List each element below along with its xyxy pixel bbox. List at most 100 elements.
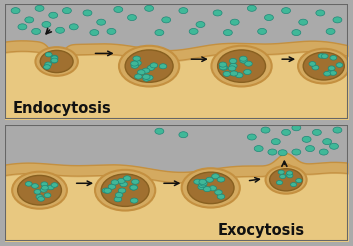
Circle shape (199, 179, 207, 184)
Circle shape (326, 29, 335, 34)
Circle shape (130, 198, 138, 203)
Circle shape (125, 50, 173, 82)
Circle shape (102, 188, 110, 193)
Circle shape (276, 181, 283, 185)
Circle shape (131, 63, 138, 68)
Circle shape (90, 30, 99, 36)
Circle shape (327, 70, 334, 75)
Circle shape (219, 62, 227, 67)
Circle shape (51, 56, 58, 61)
Circle shape (145, 75, 153, 80)
Circle shape (264, 15, 274, 21)
Circle shape (223, 30, 232, 36)
Circle shape (287, 174, 293, 178)
Circle shape (83, 10, 92, 16)
Circle shape (240, 58, 247, 63)
Circle shape (292, 149, 301, 155)
Circle shape (330, 56, 337, 60)
Circle shape (213, 10, 222, 16)
Circle shape (319, 149, 328, 155)
Circle shape (199, 183, 206, 188)
Circle shape (324, 71, 330, 76)
Circle shape (245, 61, 252, 66)
Circle shape (271, 139, 280, 145)
Circle shape (120, 182, 127, 187)
Circle shape (162, 17, 171, 23)
Circle shape (25, 182, 32, 186)
Circle shape (230, 71, 238, 76)
Circle shape (42, 185, 48, 190)
Circle shape (330, 71, 336, 75)
Circle shape (212, 174, 219, 179)
Circle shape (219, 65, 227, 70)
Circle shape (101, 174, 149, 206)
Circle shape (333, 17, 342, 23)
Circle shape (47, 185, 54, 190)
Circle shape (298, 49, 349, 83)
Circle shape (217, 177, 225, 182)
Text: Exocytosis: Exocytosis (217, 223, 305, 238)
Circle shape (62, 8, 71, 14)
Circle shape (147, 65, 155, 70)
Circle shape (229, 59, 237, 63)
Circle shape (296, 179, 302, 183)
Text: Endocytosis: Endocytosis (12, 101, 111, 116)
Circle shape (142, 68, 150, 73)
Circle shape (45, 52, 52, 57)
Circle shape (143, 74, 150, 79)
Circle shape (182, 168, 240, 208)
Circle shape (36, 195, 43, 199)
Circle shape (217, 50, 265, 82)
Circle shape (132, 179, 139, 184)
Circle shape (134, 61, 141, 65)
Circle shape (316, 10, 325, 16)
Circle shape (131, 61, 138, 66)
Circle shape (127, 15, 137, 21)
Circle shape (137, 70, 145, 75)
Circle shape (35, 47, 78, 76)
Circle shape (111, 180, 119, 185)
Circle shape (303, 52, 344, 80)
Circle shape (107, 29, 116, 34)
Circle shape (280, 174, 286, 179)
Circle shape (18, 175, 61, 205)
Circle shape (130, 185, 137, 190)
Circle shape (261, 127, 270, 133)
Circle shape (220, 65, 228, 70)
Circle shape (51, 55, 58, 60)
Circle shape (333, 127, 342, 133)
Circle shape (215, 190, 222, 195)
Circle shape (35, 5, 44, 11)
Circle shape (40, 188, 47, 192)
Circle shape (223, 71, 231, 77)
Circle shape (114, 6, 123, 13)
Circle shape (159, 64, 167, 69)
Circle shape (282, 129, 291, 135)
Circle shape (258, 29, 267, 34)
Circle shape (230, 19, 239, 25)
Circle shape (31, 184, 38, 188)
Circle shape (278, 150, 287, 156)
Circle shape (118, 188, 126, 193)
Circle shape (336, 63, 343, 67)
Circle shape (150, 63, 158, 68)
Circle shape (287, 171, 293, 175)
Circle shape (196, 21, 205, 28)
Circle shape (134, 74, 142, 79)
Circle shape (25, 17, 34, 23)
Circle shape (330, 143, 339, 149)
Circle shape (321, 54, 328, 59)
Circle shape (32, 29, 41, 34)
Circle shape (209, 186, 216, 191)
Circle shape (51, 58, 58, 63)
Circle shape (270, 169, 303, 191)
Circle shape (42, 21, 51, 28)
Circle shape (38, 197, 44, 201)
Circle shape (194, 179, 201, 184)
Circle shape (179, 132, 188, 138)
Circle shape (299, 19, 308, 25)
Circle shape (97, 19, 106, 25)
Circle shape (198, 184, 205, 190)
Circle shape (302, 136, 311, 142)
Circle shape (69, 24, 78, 30)
